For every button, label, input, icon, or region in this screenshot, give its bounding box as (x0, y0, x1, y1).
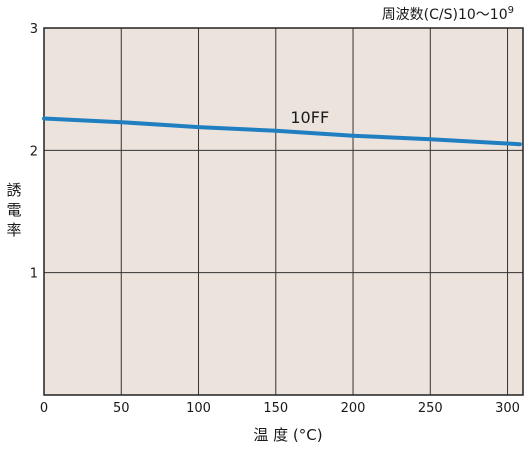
x-tick-label: 200 (341, 401, 366, 416)
x-tick-label: 300 (495, 401, 520, 416)
plot-area (44, 28, 523, 395)
y-tick-label: 3 (30, 22, 38, 37)
y-tick-label: 1 (30, 267, 38, 282)
y-tick-labels: 1 2 3 (30, 22, 38, 282)
frequency-exponent: 9 (508, 5, 514, 16)
x-tick-label: 250 (418, 401, 443, 416)
frequency-note-text: 周波数(C/S)10～10 (382, 7, 508, 23)
plot-frame (43, 27, 524, 396)
grid-lines (44, 28, 523, 395)
x-tick-label: 50 (113, 401, 130, 416)
y-tick-label: 2 (30, 144, 38, 159)
y-axis-label-char: 率 (6, 221, 21, 239)
frequency-note: 周波数(C/S)10～109 (382, 5, 514, 23)
y-axis-label: 誘電率 (6, 181, 21, 239)
y-axis-label-char: 電 (6, 201, 21, 219)
y-axis-label-char: 誘 (6, 181, 21, 199)
x-tick-label: 100 (186, 401, 211, 416)
series-label: 10FF (290, 108, 329, 127)
series-lines: 10FF (42, 108, 522, 147)
series-line-10ff (42, 116, 522, 147)
x-tick-labels: 0 50 100 150 200 250 300 (40, 401, 520, 416)
x-axis-label: 温 度 (°C) (253, 426, 322, 444)
x-tick-label: 0 (40, 401, 48, 416)
x-tick-label: 150 (263, 401, 288, 416)
